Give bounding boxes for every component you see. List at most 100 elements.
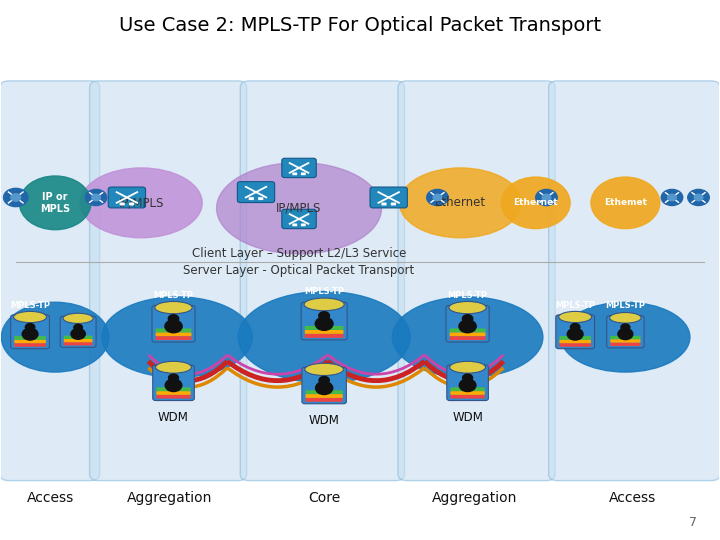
FancyBboxPatch shape <box>607 316 644 348</box>
Text: Server Layer - Optical Packet Transport: Server Layer - Optical Packet Transport <box>184 264 415 276</box>
FancyBboxPatch shape <box>559 343 591 347</box>
FancyBboxPatch shape <box>11 315 50 349</box>
Ellipse shape <box>304 298 344 310</box>
FancyBboxPatch shape <box>292 224 297 226</box>
Ellipse shape <box>392 297 543 377</box>
FancyBboxPatch shape <box>292 172 297 176</box>
Circle shape <box>459 379 476 392</box>
FancyBboxPatch shape <box>305 390 343 394</box>
FancyBboxPatch shape <box>156 336 192 340</box>
Text: MPLS-TP: MPLS-TP <box>555 301 595 310</box>
Text: WDM: WDM <box>309 414 340 427</box>
FancyBboxPatch shape <box>305 330 343 334</box>
FancyBboxPatch shape <box>14 343 46 347</box>
FancyBboxPatch shape <box>559 336 591 340</box>
Text: MPLS-TP: MPLS-TP <box>606 301 645 310</box>
FancyBboxPatch shape <box>382 202 387 205</box>
Circle shape <box>165 379 182 392</box>
FancyBboxPatch shape <box>450 332 485 336</box>
Circle shape <box>11 194 21 201</box>
FancyBboxPatch shape <box>611 339 640 342</box>
Circle shape <box>688 190 709 206</box>
FancyBboxPatch shape <box>451 395 485 399</box>
FancyBboxPatch shape <box>248 197 254 200</box>
Ellipse shape <box>449 301 486 314</box>
Text: Use Case 2: MPLS-TP For Optical Packet Transport: Use Case 2: MPLS-TP For Optical Packet T… <box>119 16 601 35</box>
FancyBboxPatch shape <box>450 336 485 340</box>
Ellipse shape <box>81 168 202 238</box>
Circle shape <box>570 323 580 330</box>
Circle shape <box>168 315 179 322</box>
Circle shape <box>165 320 182 333</box>
Circle shape <box>459 320 476 333</box>
FancyBboxPatch shape <box>451 387 485 391</box>
FancyBboxPatch shape <box>240 81 405 481</box>
Circle shape <box>319 312 330 320</box>
Circle shape <box>71 328 85 339</box>
Text: WDM: WDM <box>452 411 483 424</box>
Ellipse shape <box>238 292 410 383</box>
FancyBboxPatch shape <box>156 332 192 336</box>
Circle shape <box>168 374 179 382</box>
FancyBboxPatch shape <box>238 181 274 202</box>
Circle shape <box>542 194 551 201</box>
Circle shape <box>567 328 583 340</box>
Circle shape <box>621 324 630 330</box>
Ellipse shape <box>501 177 570 228</box>
FancyBboxPatch shape <box>305 394 343 398</box>
Text: MPLS-TP: MPLS-TP <box>153 291 194 300</box>
FancyBboxPatch shape <box>398 81 555 481</box>
Text: Ethemet: Ethemet <box>604 198 647 207</box>
FancyBboxPatch shape <box>611 342 640 346</box>
Circle shape <box>618 328 633 340</box>
FancyBboxPatch shape <box>0 81 99 481</box>
Text: Aggregation: Aggregation <box>127 491 212 505</box>
Circle shape <box>462 374 472 382</box>
FancyBboxPatch shape <box>391 202 396 205</box>
FancyBboxPatch shape <box>129 202 134 205</box>
Text: Ethernet: Ethernet <box>513 198 558 207</box>
Text: Access: Access <box>27 491 73 505</box>
Text: Ethernet: Ethernet <box>435 197 486 210</box>
Circle shape <box>661 190 683 206</box>
Circle shape <box>4 188 28 207</box>
FancyBboxPatch shape <box>156 391 191 395</box>
Text: Core: Core <box>308 491 341 505</box>
Circle shape <box>536 190 557 206</box>
FancyBboxPatch shape <box>282 158 316 178</box>
FancyBboxPatch shape <box>556 315 595 349</box>
Circle shape <box>74 324 82 330</box>
Text: 7: 7 <box>689 516 697 529</box>
FancyBboxPatch shape <box>60 316 96 347</box>
Ellipse shape <box>102 297 253 377</box>
FancyBboxPatch shape <box>611 336 640 339</box>
Text: MPLS-TP: MPLS-TP <box>304 287 344 296</box>
Ellipse shape <box>156 361 192 373</box>
Circle shape <box>694 194 703 201</box>
FancyBboxPatch shape <box>446 306 489 342</box>
FancyBboxPatch shape <box>120 202 125 205</box>
Text: IP/MPLS: IP/MPLS <box>119 197 164 210</box>
FancyBboxPatch shape <box>108 187 145 208</box>
Text: Client Layer – Support L2/L3 Service: Client Layer – Support L2/L3 Service <box>192 247 406 260</box>
Circle shape <box>427 190 449 206</box>
FancyBboxPatch shape <box>258 197 264 200</box>
Circle shape <box>433 194 442 201</box>
Ellipse shape <box>19 176 91 230</box>
Circle shape <box>315 382 333 395</box>
Circle shape <box>315 317 333 330</box>
Ellipse shape <box>561 302 690 372</box>
FancyBboxPatch shape <box>301 172 306 176</box>
FancyBboxPatch shape <box>14 340 46 343</box>
FancyBboxPatch shape <box>305 326 343 330</box>
FancyBboxPatch shape <box>447 365 488 401</box>
Text: Aggregation: Aggregation <box>432 491 518 505</box>
Ellipse shape <box>1 302 109 372</box>
Circle shape <box>319 376 329 384</box>
FancyBboxPatch shape <box>89 81 247 481</box>
FancyBboxPatch shape <box>153 365 194 401</box>
FancyBboxPatch shape <box>156 328 192 332</box>
Ellipse shape <box>63 313 93 323</box>
FancyBboxPatch shape <box>64 336 92 339</box>
Ellipse shape <box>217 163 382 254</box>
